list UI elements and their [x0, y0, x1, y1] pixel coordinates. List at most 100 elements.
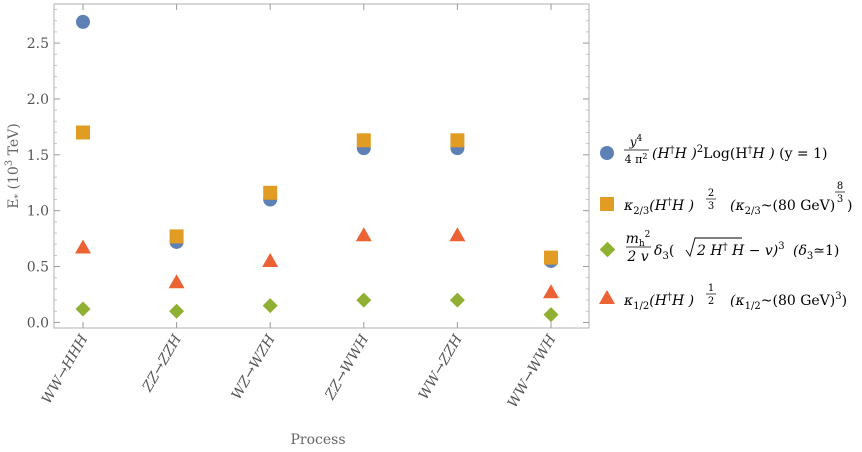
leg3-num: m — [626, 231, 639, 247]
leg4-cond-exp: 3 — [835, 291, 841, 302]
y-axis-title: E* (103 TeV) — [4, 123, 24, 208]
x-tick-label: WW→WWH — [505, 331, 560, 410]
legend-marker-circle — [600, 146, 614, 160]
leg2-sub: 2/3 — [633, 206, 649, 217]
point-square-2 — [263, 185, 278, 200]
svg-text:mh2: mh2 — [626, 230, 651, 249]
point-square-1 — [169, 229, 184, 244]
x-axis: WW→HHH ZZ→ZZH WZ→WZH ZZ→WWH WW→ZZH WW→WWH — [39, 4, 560, 411]
leg1-dagger2: † — [748, 145, 753, 156]
point-square-4 — [450, 133, 465, 148]
x-tick-label: ZZ→WWH — [322, 331, 373, 403]
svg-text:(δ3≃1): (δ3≃1) — [793, 243, 839, 262]
leg1-body2: H ) — [674, 146, 697, 162]
leg2-cond-close: ) — [847, 198, 852, 214]
x-axis-title: Process — [290, 432, 345, 448]
y-tick-label: 1.0 — [27, 204, 49, 220]
leg4-sub: 1/2 — [633, 301, 649, 312]
leg3-minus: − v) — [744, 243, 778, 259]
data-points — [75, 14, 559, 323]
leg3-sqrt-body: 2 H — [696, 243, 723, 259]
point-diamond-1 — [169, 303, 185, 319]
leg2-kappa: κ — [623, 198, 633, 214]
leg2-body: (H — [649, 198, 667, 214]
y-tick-label: 0.0 — [27, 315, 49, 331]
leg3-cond-end: ≃1) — [813, 243, 839, 259]
leg4-cond-open: (κ — [730, 293, 745, 309]
y-axis: 0.0 0.5 1.0 1.5 2.0 2.5 — [27, 9, 589, 331]
leg3-delta-sub: 3 — [662, 251, 668, 262]
leg3-delta: δ — [654, 243, 662, 259]
svg-text:(κ1/2~(80 GeV)3): (κ1/2~(80 GeV)3) — [730, 291, 847, 312]
point-triangle-2 — [262, 252, 279, 267]
svg-text:2 H† H − v)3: 2 H† H − v)3 — [696, 241, 785, 259]
leg3-den: 2 v — [626, 249, 648, 265]
leg3-body: ( — [669, 243, 674, 259]
x-tick-label: WZ→WZH — [229, 331, 279, 402]
leg3-num-sub: h — [639, 239, 645, 249]
y-tick-label: 2.5 — [27, 36, 49, 52]
leg2-cond-mid: ~(80 GeV) — [761, 198, 836, 214]
svg-text:(κ2/3~(80 GeV): (κ2/3~(80 GeV) — [730, 198, 835, 217]
point-diamond-2 — [262, 298, 278, 314]
point-diamond-5 — [543, 307, 559, 323]
leg3-num-sup: 2 — [645, 230, 651, 240]
svg-text:κ2/3(H†H ): κ2/3(H†H ) — [623, 197, 694, 217]
point-circle-0 — [76, 14, 90, 29]
leg2-dagger: † — [667, 197, 672, 208]
y-tick-label: 2.0 — [27, 92, 49, 108]
ylabel-sup: 3 — [4, 160, 15, 166]
leg2-body2: H ) — [671, 198, 694, 214]
point-triangle-0 — [75, 239, 91, 254]
leg4-exp-den: 2 — [708, 296, 714, 307]
leg4-kappa: κ — [623, 293, 633, 309]
point-square-5 — [544, 250, 558, 265]
svg-text:y4: y4 — [629, 134, 643, 149]
ylabel-base: E — [6, 198, 22, 208]
leg4-cond-mid: ~(80 GeV) — [761, 293, 836, 309]
svg-text:κ1/2(H†H ): κ1/2(H†H ) — [623, 292, 694, 312]
legend-item-4: κ1/2(H†H ) 1 2 (κ1/2~(80 GeV)3) — [623, 283, 847, 312]
leg4-exp-num: 1 — [708, 283, 714, 294]
leg4-cond-sub: 1/2 — [745, 301, 761, 312]
legend: y4 4 π2 (H†H )2Log(H†H ) (y = 1) κ2/3(H†… — [599, 134, 852, 312]
leg2-exp-den: 3 — [708, 201, 714, 212]
svg-text:δ3(: δ3( — [654, 243, 674, 262]
leg2-exp-num: 2 — [708, 188, 714, 199]
point-square-0 — [76, 125, 90, 140]
leg3-sqrt-body2: H — [728, 243, 745, 259]
point-triangle-4 — [449, 227, 466, 242]
ylabel-sub: * — [14, 193, 24, 198]
leg2-cond-exp-num: 8 — [837, 181, 843, 192]
leg4-dagger: † — [667, 292, 672, 303]
point-diamond-3 — [356, 292, 372, 308]
leg1-log: Log(H — [703, 146, 747, 162]
leg1-dagger: † — [670, 145, 675, 156]
leg2-cond-sub: 2/3 — [745, 206, 761, 217]
legend-marker-diamond — [599, 241, 616, 258]
point-triangle-1 — [168, 274, 185, 289]
svg-text:4 π2: 4 π2 — [625, 152, 648, 166]
leg3-cond: (δ — [793, 243, 807, 259]
x-tick-label: WW→ZZH — [416, 331, 466, 402]
x-tick-label: WW→HHH — [39, 331, 92, 406]
legend-marker-triangle — [599, 290, 615, 304]
leg4-body: (H — [649, 293, 667, 309]
y-tick-label: 1.5 — [27, 148, 49, 164]
leg1-body: (H — [652, 146, 670, 162]
leg1-sq: 2 — [697, 144, 703, 155]
legend-item-1: y4 4 π2 (H†H )2Log(H†H ) (y = 1) — [624, 134, 827, 166]
legend-item-3: mh2 2 v δ3( 2 H† H − v)3 (δ3≃1) — [626, 230, 840, 265]
ylabel-open: (10 — [6, 166, 22, 194]
point-diamond-0 — [75, 301, 91, 317]
leg1-num: y — [629, 135, 637, 149]
point-triangle-3 — [355, 227, 372, 242]
point-square-3 — [356, 133, 371, 148]
x-tick-label: ZZ→ZZH — [139, 331, 185, 395]
leg2-cond-exp-den: 3 — [837, 194, 843, 205]
leg2-cond-open: (κ — [730, 198, 745, 214]
legend-item-2: κ2/3(H†H ) 2 3 (κ2/3~(80 GeV) 8 3 ) — [623, 181, 852, 217]
svg-text:(H†H )2Log(H†H ) (y = 1): (H†H )2Log(H†H ) (y = 1) — [652, 144, 827, 162]
point-diamond-4 — [449, 292, 465, 308]
